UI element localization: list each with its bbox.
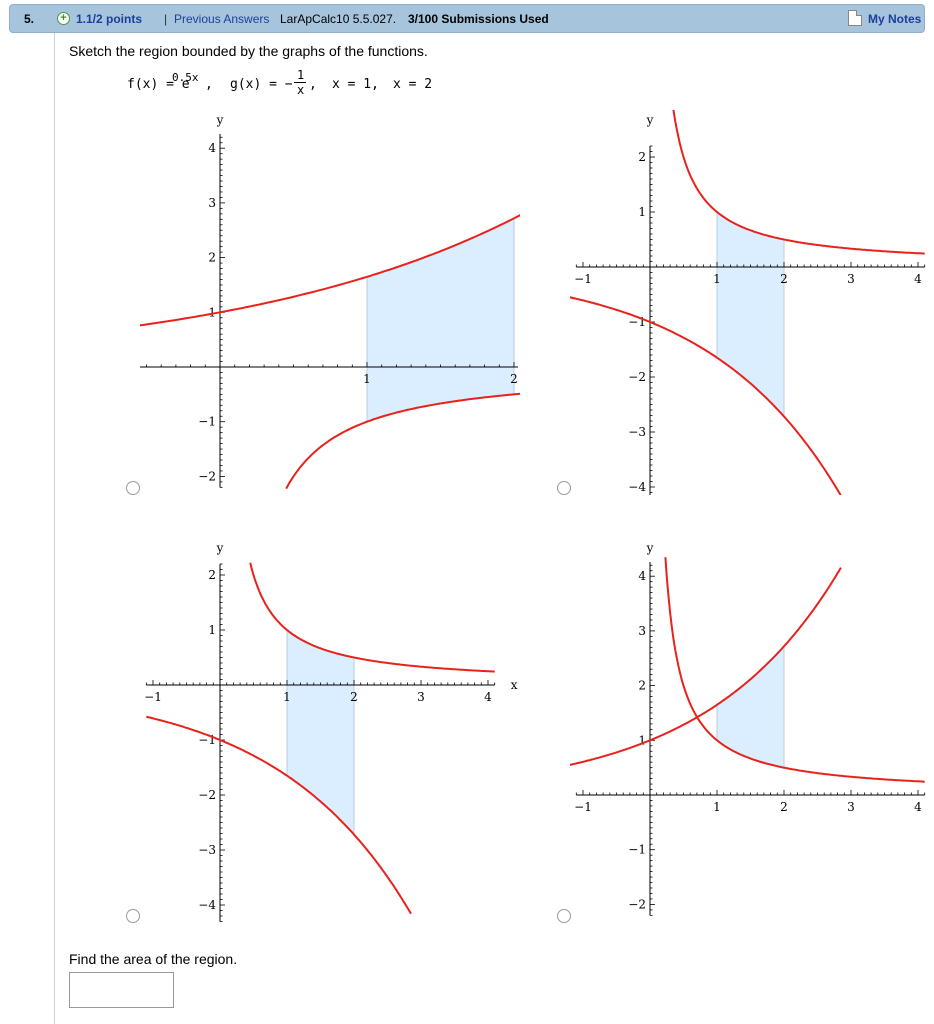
x-tick-label: −1 [574,800,592,814]
expand-plus-icon[interactable]: + [57,12,70,25]
x-tick-label: 2 [350,690,358,704]
question-source: LarApCalc10 5.5.027. [280,12,397,26]
y-tick-label: −1 [628,843,646,857]
g-comma: , [309,77,317,92]
x-tick-label: −1 [144,690,162,704]
y-axis-label: y [216,541,224,555]
g-numerator: 1 [297,68,305,82]
x-tick-label: 1 [363,372,371,386]
y-tick-label: −2 [628,370,646,384]
y-tick-label: 1 [638,205,646,219]
x-tick-label: 3 [417,690,425,704]
g-definition: g(x) = − [230,77,293,92]
y-tick-label: −4 [198,898,216,912]
notes-icon[interactable] [848,10,862,26]
y-tick-label: 1 [208,305,216,319]
shaded-region [717,646,784,768]
radio-option-a[interactable] [126,481,140,495]
series-curve-1 [146,715,412,915]
series-curve-2 [672,110,925,255]
x-tick-label: 1 [713,800,721,814]
y-tick-label: 2 [638,679,646,693]
find-area-prompt: Find the area of the region. [69,951,238,967]
question-prompt: Sketch the region bounded by the graphs … [69,43,428,59]
y-tick-label: 3 [208,196,216,210]
x-tick-label: 3 [847,800,855,814]
question-number: 5. [24,12,35,26]
x-tick-label: 4 [484,690,492,704]
g-denominator: x [297,83,305,97]
x-tick-label: 4 [914,800,922,814]
y-axis-label: y [216,113,224,127]
question-header: 5. + 1.1/2 points | Previous Answers Lar… [9,4,925,33]
x-tick-label: 3 [847,272,855,286]
separator: | [164,12,168,26]
x-tick-label: 1 [713,272,721,286]
y-axis-label: y [646,113,654,127]
x-axis-label: x [511,678,518,692]
y-tick-label: 4 [208,141,216,155]
y-tick-label: −1 [198,415,216,429]
y-tick-label: 2 [638,150,646,164]
shaded-region [367,218,514,422]
previous-answers-link[interactable]: Previous Answers [174,12,270,26]
y-axis-label: y [646,541,654,555]
y-tick-label: −2 [628,897,646,911]
y-tick-label: −4 [628,480,646,494]
f-exponent: 0.5x [172,71,199,84]
radio-option-d[interactable] [557,909,571,923]
x-tick-label: 4 [914,272,922,286]
series-curve-2 [664,557,925,783]
shaded-region [717,212,784,417]
y-tick-label: 2 [208,568,216,582]
fraction-bar [294,82,306,83]
y-tick-label: 2 [208,251,216,265]
points-link[interactable]: 1.1/2 points [76,12,143,26]
y-tick-label: −3 [198,843,216,857]
y-tick-label: 1 [638,733,646,747]
shaded-region [287,630,354,835]
y-tick-label: −2 [198,469,216,483]
series-curve-2 [285,392,520,490]
y-tick-label: 3 [638,624,646,638]
submissions-used: 3/100 Submissions Used [408,12,549,26]
function-definitions: f(x) = e 0.5x , g(x) = − 1 x , x = 1, x … [127,68,487,104]
y-tick-label: 4 [638,569,646,583]
my-notes-link[interactable]: My Notes [868,12,922,26]
x-equals-1: x = 1, [332,77,379,92]
area-answer-input[interactable] [69,972,174,1008]
series-curve-1 [570,296,842,495]
series-curve-2 [249,562,495,673]
y-tick-label: 1 [208,623,216,637]
series-curve-1 [140,214,520,327]
f-comma: , [205,77,213,92]
y-tick-label: −2 [198,788,216,802]
x-tick-label: −1 [574,272,592,286]
radio-option-b[interactable] [557,481,571,495]
x-tick-label: 1 [283,690,291,704]
y-tick-label: −3 [628,425,646,439]
x-tick-label: 2 [510,372,518,386]
content-divider [54,33,55,1024]
series-curve-1 [570,567,842,766]
x-equals-2: x = 2 [393,77,433,92]
radio-option-c[interactable] [126,909,140,923]
x-tick-label: 2 [780,800,788,814]
x-tick-label: 2 [780,272,788,286]
f-definition: f(x) = e [127,77,190,92]
